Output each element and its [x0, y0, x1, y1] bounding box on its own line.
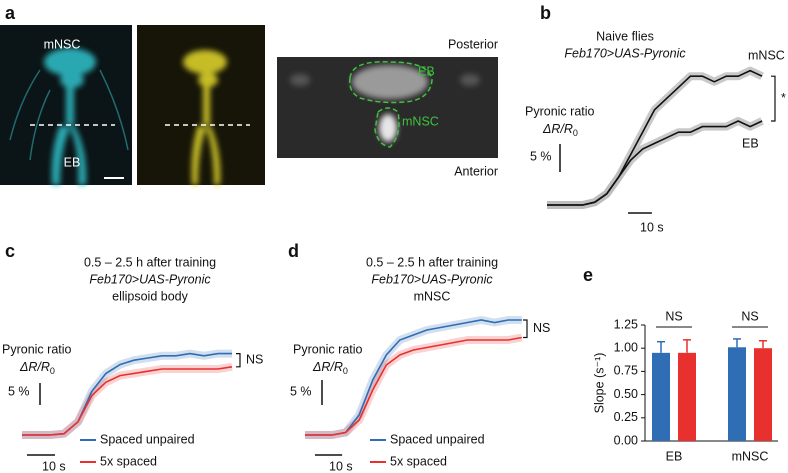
orientation-label: Posterior — [448, 37, 498, 51]
y-tick-label: 0.25 — [614, 410, 638, 424]
y-tick-label: 0.75 — [614, 364, 638, 378]
chart-subtitle: ellipsoid body — [112, 289, 188, 303]
series-label: EB — [742, 136, 759, 150]
math-sub: 0 — [573, 128, 578, 138]
y-tick-label: 0.50 — [614, 387, 638, 401]
y-tick-label: 1.25 — [614, 317, 638, 331]
legend-label: Spaced unpaired — [100, 432, 195, 446]
math-base: ΔR/R — [542, 122, 573, 136]
y-axis-label: Pyronic ratio — [525, 104, 595, 118]
y-tick-label: 1.00 — [614, 340, 638, 354]
panel-label: c — [5, 241, 15, 261]
trace — [547, 69, 763, 206]
panel-label: e — [583, 265, 593, 285]
scale-bar-label: 5 % — [8, 384, 30, 398]
chart-subtitle: mNSC — [414, 289, 451, 303]
bar — [652, 352, 670, 441]
legend-label: 5x spaced — [100, 454, 157, 468]
image-label: EB — [64, 155, 81, 169]
error-band — [22, 362, 233, 439]
chart-subtitle: Feb170>UAS-Pyronic — [564, 46, 686, 60]
y-axis-label: Pyronic ratio — [2, 342, 72, 356]
x-tick-label: EB — [666, 449, 683, 463]
math-base: ΔR/R — [312, 360, 343, 374]
significance: NS — [741, 309, 758, 323]
y-axis-label-math: ΔR/R0 — [19, 360, 55, 376]
panel-label: d — [288, 241, 299, 261]
bar — [754, 348, 772, 441]
trace — [547, 120, 763, 206]
chart-title: 0.5 – 2.5 h after training — [366, 255, 498, 269]
chart-subtitle: Feb170>UAS-Pyronic — [89, 272, 211, 286]
math-sub: 0 — [50, 366, 55, 376]
chart-title: 0.5 – 2.5 h after training — [84, 255, 216, 269]
scale-bar-label: 10 s — [640, 220, 664, 234]
image-yellow — [137, 25, 265, 185]
math-sub: 0 — [343, 366, 348, 376]
image-label: mNSC — [44, 37, 81, 51]
panel-label: a — [5, 3, 16, 23]
error-band — [547, 66, 764, 209]
series-label: mNSC — [748, 48, 785, 62]
bracket — [771, 75, 776, 122]
significance: NS — [665, 309, 682, 323]
chart-subtitle: Feb170>UAS-Pyronic — [371, 272, 493, 286]
scale-bar-label: 10 s — [329, 459, 353, 473]
image-cyan: mNSC EB — [0, 25, 132, 185]
trace — [22, 366, 233, 436]
error-band — [547, 117, 764, 209]
significance: NS — [246, 352, 263, 366]
bracket — [523, 319, 528, 339]
image-grey: EB mNSC Posterior Anterior — [277, 37, 498, 178]
trace — [305, 336, 522, 436]
bracket — [236, 353, 241, 368]
significance: * — [781, 91, 786, 105]
significance: NS — [533, 321, 550, 335]
scale-bar-label: 5 % — [530, 149, 552, 163]
math-base: ΔR/R — [19, 360, 50, 374]
scale-bar-label: 5 % — [290, 384, 312, 398]
orientation-label: Anterior — [454, 164, 498, 178]
y-axis-label-math: ΔR/R0 — [312, 360, 348, 376]
legend-label: Spaced unpaired — [390, 432, 485, 446]
y-tick-label: 0.00 — [614, 433, 638, 447]
scale-bar-label: 10 s — [42, 459, 66, 473]
image-label: mNSC — [402, 114, 439, 128]
x-tick-label: mNSC — [732, 449, 769, 463]
chart-title: Naive flies — [596, 29, 654, 43]
y-axis-label: Slope (s⁻¹) — [592, 353, 606, 414]
legend-label: 5x spaced — [390, 454, 447, 468]
bar — [678, 352, 696, 441]
y-axis-label-math: ΔR/R0 — [542, 122, 578, 138]
y-axis-label: Pyronic ratio — [293, 342, 363, 356]
image-label: EB — [418, 64, 435, 78]
panel-label: b — [540, 3, 551, 23]
bar — [728, 347, 746, 441]
